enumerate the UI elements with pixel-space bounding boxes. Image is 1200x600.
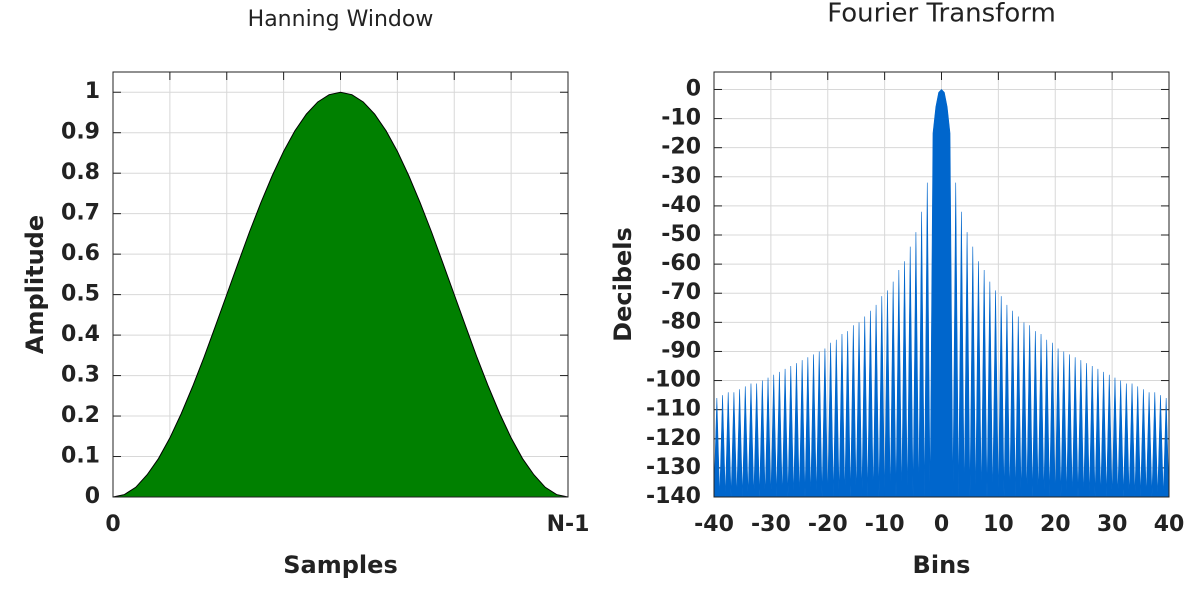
area [713, 89, 1170, 498]
y-tick-label: -130 [646, 455, 701, 480]
y-tick-label: -90 [661, 338, 701, 363]
x-tick-label: 40 [1154, 512, 1185, 537]
y-tick-label: 0.3 [61, 363, 100, 388]
y-tick-label: 1 [85, 79, 100, 104]
y-tick-label: 0.6 [61, 241, 100, 266]
y-tick-label: 0.8 [61, 160, 100, 185]
x-tick-label: 0 [105, 512, 120, 537]
y-tick-label: -30 [661, 164, 701, 189]
y-tick-label: 0 [85, 484, 100, 509]
x-tick-label: 0 [934, 512, 949, 537]
x-tick-label: -10 [865, 512, 905, 537]
x-tick-label: -30 [751, 512, 791, 537]
chart-title: Hanning Window [248, 7, 434, 32]
x-tick-label: -20 [808, 512, 848, 537]
y-tick-label: -140 [646, 484, 701, 509]
y-tick-label: 0.7 [61, 201, 100, 226]
y-axis-label: Decibels [609, 227, 637, 342]
y-tick-label: -10 [661, 106, 701, 131]
x-tick-label: N-1 [547, 512, 590, 537]
y-tick-label: 0.9 [61, 120, 100, 145]
y-tick-label: 0.5 [61, 282, 100, 307]
y-tick-label: -60 [661, 251, 701, 276]
y-tick-label: 0.4 [61, 322, 100, 347]
y-tick-label: 0.1 [61, 444, 100, 469]
x-axis-label: Samples [283, 551, 397, 579]
x-tick-label: 20 [1040, 512, 1071, 537]
y-tick-label: -20 [661, 135, 701, 160]
y-tick-label: -100 [646, 368, 701, 393]
y-tick-label: -110 [646, 397, 701, 422]
y-tick-label: -120 [646, 426, 701, 451]
area [112, 91, 569, 498]
x-tick-label: -40 [694, 512, 734, 537]
plot-frame [713, 71, 1170, 498]
y-tick-label: -70 [661, 280, 701, 305]
x-axis-label: Bins [913, 551, 971, 579]
x-tick-label: 10 [983, 512, 1014, 537]
y-tick-label: -40 [661, 193, 701, 218]
y-tick-label: 0.2 [61, 403, 100, 428]
y-tick-label: -80 [661, 309, 701, 334]
x-tick-label: 30 [1097, 512, 1128, 537]
chart-title: Fourier Transform [827, 0, 1056, 29]
plot-frame [112, 71, 569, 498]
y-tick-label: -50 [661, 222, 701, 247]
y-tick-label: 0 [686, 76, 701, 101]
y-axis-label: Amplitude [21, 215, 49, 354]
